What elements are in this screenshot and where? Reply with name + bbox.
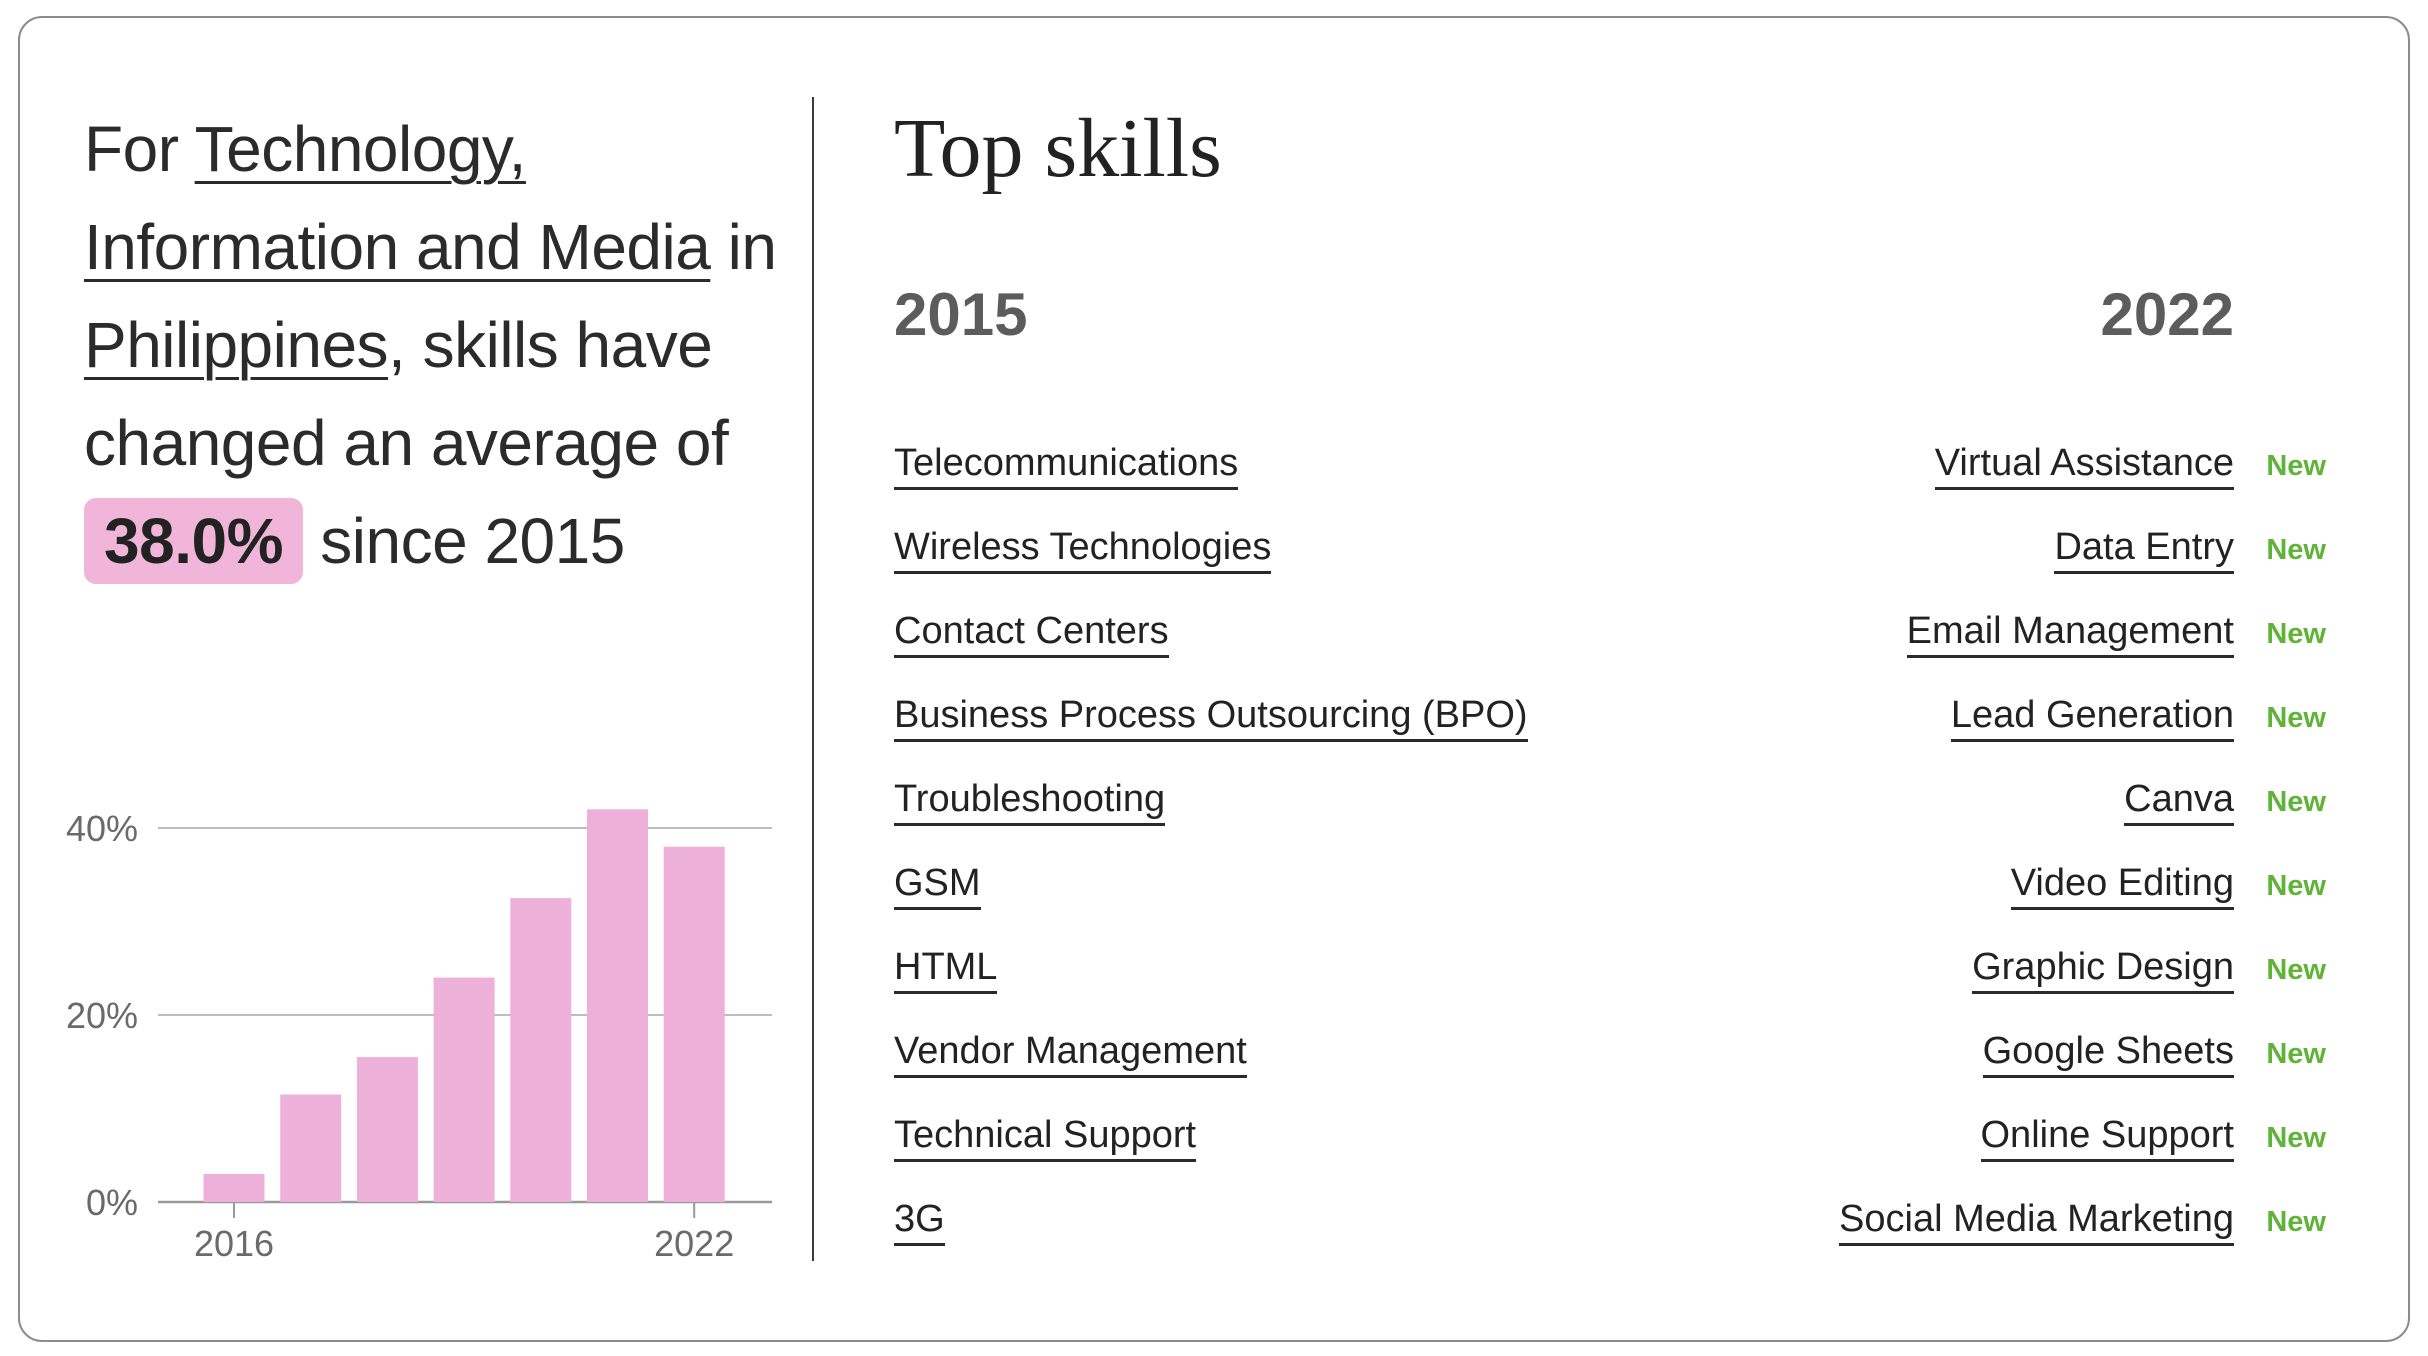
new-skill-badge: New <box>2266 618 2326 650</box>
new-skill-badge: New <box>2266 1206 2326 1238</box>
headline-connector: in <box>710 211 777 283</box>
column-divider <box>812 97 814 1261</box>
skill-2022-item: Video Editing New <box>1426 858 2326 942</box>
skill-2022-link[interactable]: Data Entry <box>2054 526 2234 574</box>
skill-2022-link[interactable]: Graphic Design <box>1972 946 2234 994</box>
top-skills-title: Top skills <box>894 102 1222 195</box>
skill-2022-link[interactable]: Lead Generation <box>1950 694 2234 742</box>
skill-2015-item: Technical Support <box>894 1110 1794 1194</box>
skill-2022-link[interactable]: Online Support <box>1980 1114 2234 1162</box>
skill-2015-item: Wireless Technologies <box>894 522 1794 606</box>
headline: For Technology, Information and Media in… <box>84 100 804 590</box>
skill-2015-link[interactable]: 3G <box>894 1198 945 1246</box>
bar <box>587 809 648 1202</box>
skill-2015-item: Telecommunications <box>894 438 1794 522</box>
skill-2015-item: Business Process Outsourcing (BPO) <box>894 690 1794 774</box>
year-2015-header: 2015 <box>894 281 1028 348</box>
skill-2015-link[interactable]: Vendor Management <box>894 1030 1247 1078</box>
y-tick-label: 40% <box>66 808 138 849</box>
bar <box>280 1094 342 1202</box>
skills-2015-list: Telecommunications Wireless Technologies C… <box>894 438 1794 1278</box>
x-tick-label: 2022 <box>654 1223 734 1264</box>
new-skill-badge: New <box>2266 786 2326 818</box>
skill-2015-link[interactable]: GSM <box>894 862 981 910</box>
y-tick-label: 20% <box>66 995 138 1036</box>
skill-2015-link[interactable]: Business Process Outsourcing (BPO) <box>894 694 1528 742</box>
skill-2022-link[interactable]: Video Editing <box>2010 862 2234 910</box>
bar <box>663 846 725 1202</box>
bar <box>203 1173 265 1202</box>
skill-2015-link[interactable]: HTML <box>894 946 998 994</box>
skill-2022-item: Google Sheets New <box>1426 1026 2326 1110</box>
new-skill-badge: New <box>2266 450 2326 482</box>
skill-2015-item: GSM <box>894 858 1794 942</box>
skill-2015-item: Contact Centers <box>894 606 1794 690</box>
skill-2022-link[interactable]: Canva <box>2124 778 2234 826</box>
x-tick-label: 2016 <box>194 1223 274 1264</box>
average-change-badge: 38.0% <box>84 498 303 584</box>
skill-2015-item: 3G <box>894 1194 1794 1278</box>
skill-2022-item: Virtual Assistance New <box>1426 438 2326 522</box>
country-link[interactable]: Philippines <box>84 309 389 381</box>
skill-2015-item: Vendor Management <box>894 1026 1794 1110</box>
bar <box>433 977 495 1202</box>
skill-2022-link[interactable]: Virtual Assistance <box>1934 442 2234 490</box>
headline-suffix: since 2015 <box>302 505 625 577</box>
new-skill-badge: New <box>2266 1038 2326 1070</box>
new-skill-badge: New <box>2266 954 2326 986</box>
skill-2022-item: Email Management New <box>1426 606 2326 690</box>
new-skill-badge: New <box>2266 702 2326 734</box>
bar <box>356 1057 418 1202</box>
industry-link[interactable]: Technology, Information and Media <box>84 113 711 283</box>
skill-2022-link[interactable]: Email Management <box>1906 610 2234 658</box>
skill-2015-link[interactable]: Telecommunications <box>894 442 1239 490</box>
y-tick-label: 0% <box>86 1182 138 1223</box>
new-skill-badge: New <box>2266 1122 2326 1154</box>
skill-2022-link[interactable]: Social Media Marketing <box>1839 1198 2234 1246</box>
skill-2022-item: Lead Generation New <box>1426 690 2326 774</box>
new-skill-badge: New <box>2266 870 2326 902</box>
skill-2022-item: Graphic Design New <box>1426 942 2326 1026</box>
new-skill-badge: New <box>2266 534 2326 566</box>
skill-2015-link[interactable]: Contact Centers <box>894 610 1169 658</box>
skill-2022-item: Canva New <box>1426 774 2326 858</box>
headline-prefix: For <box>84 113 195 185</box>
skill-2015-link[interactable]: Wireless Technologies <box>894 526 1272 574</box>
skill-2022-item: Online Support New <box>1426 1110 2326 1194</box>
bar <box>510 898 572 1202</box>
skill-2022-item: Data Entry New <box>1426 522 2326 606</box>
skill-2015-link[interactable]: Troubleshooting <box>894 778 1166 826</box>
skill-2015-link[interactable]: Technical Support <box>894 1114 1197 1162</box>
skill-2022-link[interactable]: Google Sheets <box>1982 1030 2234 1078</box>
skill-2022-item: Social Media Marketing New <box>1426 1194 2326 1278</box>
year-2022-header: 2022 <box>2100 281 2234 348</box>
skill-2015-item: Troubleshooting <box>894 774 1794 858</box>
skills-2022-list: Virtual Assistance New Data Entry New Email … <box>1426 438 2326 1278</box>
skill-2015-item: HTML <box>894 942 1794 1026</box>
headline-middle: , skills have changed an average of <box>84 309 729 479</box>
